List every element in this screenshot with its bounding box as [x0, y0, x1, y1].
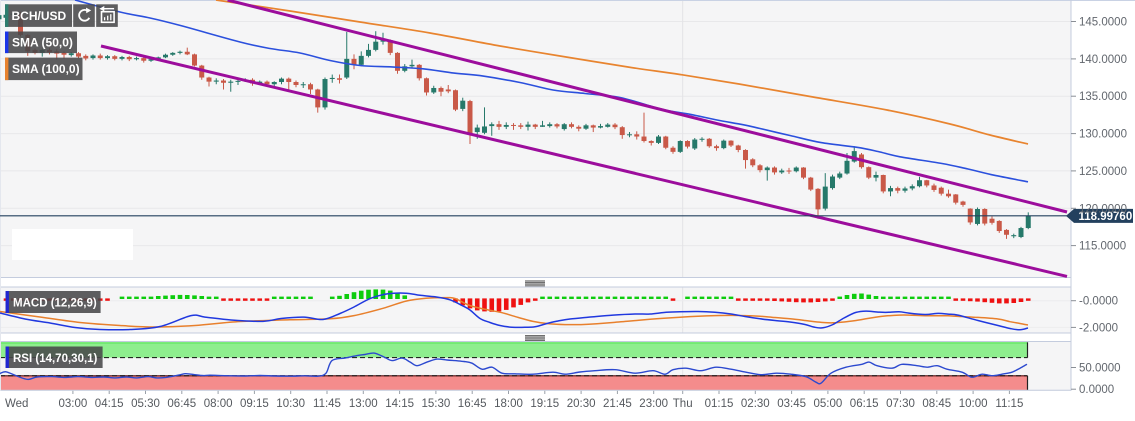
svg-text:-0.0000: -0.0000	[1079, 296, 1118, 308]
svg-text:18:00: 18:00	[494, 398, 523, 410]
svg-text:15:30: 15:30	[422, 398, 451, 410]
svg-text:115.0000: 115.0000	[1079, 241, 1126, 253]
svg-text:130.0000: 130.0000	[1079, 129, 1127, 141]
svg-text:11:45: 11:45	[313, 398, 341, 410]
svg-text:19:15: 19:15	[530, 398, 559, 410]
svg-text:08:45: 08:45	[922, 398, 951, 410]
svg-text:04:15: 04:15	[95, 398, 124, 410]
svg-text:06:45: 06:45	[167, 398, 196, 410]
svg-text:10:30: 10:30	[276, 398, 305, 410]
svg-text:16:45: 16:45	[458, 398, 487, 410]
svg-text:-2.0000: -2.0000	[1079, 322, 1118, 334]
svg-text:21:45: 21:45	[603, 398, 632, 410]
svg-text:MACD (12,26,9): MACD (12,26,9)	[13, 298, 97, 310]
svg-text:118.99760: 118.99760	[1079, 211, 1133, 223]
svg-text:140.0000: 140.0000	[1079, 54, 1127, 66]
svg-text:Thu: Thu	[673, 398, 693, 410]
svg-text:BCH/USD: BCH/USD	[12, 9, 67, 23]
svg-text:03:45: 03:45	[777, 398, 806, 410]
svg-text:08:00: 08:00	[204, 398, 233, 410]
svg-text:09:15: 09:15	[240, 398, 269, 410]
svg-text:50.0000: 50.0000	[1079, 363, 1121, 375]
svg-text:03:00: 03:00	[59, 398, 88, 410]
svg-text:01:15: 01:15	[705, 398, 734, 410]
svg-text:05:00: 05:00	[814, 398, 843, 410]
svg-text:14:15: 14:15	[385, 398, 414, 410]
svg-text:SMA (50,0): SMA (50,0)	[12, 36, 73, 50]
svg-text:02:30: 02:30	[741, 398, 770, 410]
svg-text:13:00: 13:00	[349, 398, 378, 410]
svg-text:07:30: 07:30	[886, 398, 915, 410]
svg-text:145.0000: 145.0000	[1079, 17, 1127, 29]
svg-text:RSI (14,70,30,1): RSI (14,70,30,1)	[13, 353, 98, 365]
svg-text:125.0000: 125.0000	[1079, 166, 1127, 178]
svg-text:0.0000: 0.0000	[1079, 384, 1114, 396]
svg-text:11:15: 11:15	[995, 398, 1023, 410]
svg-text:20:30: 20:30	[567, 398, 596, 410]
svg-text:05:30: 05:30	[131, 398, 160, 410]
svg-text:SMA (100,0): SMA (100,0)	[12, 62, 80, 76]
svg-text:23:00: 23:00	[639, 398, 668, 410]
svg-text:135.0000: 135.0000	[1079, 91, 1127, 103]
svg-text:10:00: 10:00	[959, 398, 988, 410]
svg-text:06:15: 06:15	[850, 398, 879, 410]
svg-text:120.0000: 120.0000	[1079, 203, 1127, 215]
svg-text:Wed: Wed	[5, 398, 28, 410]
